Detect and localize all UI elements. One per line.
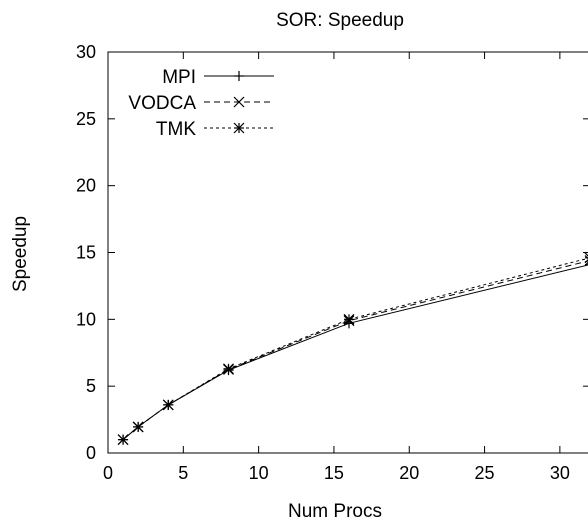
- data-point-tmk-0: [117, 434, 129, 446]
- y-tick-label-6: 30: [76, 42, 96, 62]
- data-point-tmk-3: [223, 363, 234, 375]
- data-point-tmk-5: [584, 252, 588, 264]
- x-tick-label-0: 0: [103, 463, 113, 483]
- legend-label-vodca: VODCA: [128, 93, 196, 114]
- y-tick-label-1: 5: [86, 376, 96, 396]
- y-tick-label-0: 0: [86, 443, 96, 463]
- data-point-tmk-1: [132, 421, 144, 433]
- x-tick-label-5: 25: [475, 463, 495, 483]
- x-tick-label-3: 15: [324, 463, 344, 483]
- chart-title: SOR: Speedup: [276, 10, 404, 31]
- y-tick-label-5: 25: [76, 109, 96, 129]
- series-line-tmk: [122, 257, 588, 440]
- x-tick-label-1: 5: [178, 463, 188, 483]
- y-tick-label-2: 10: [76, 309, 96, 329]
- legend-marker-vodca: [233, 96, 245, 108]
- x-tick-label-4: 20: [399, 463, 419, 483]
- x-axis-label: Num Procs: [288, 501, 382, 522]
- series-line-vodca: [122, 260, 588, 440]
- series-layer: [117, 252, 588, 446]
- legend: MPI VODCA TMK: [128, 67, 274, 140]
- axis-ticks: 0 5 10 15 20 25 30 0 5 10 15 20 25 30: [76, 42, 588, 483]
- legend-marker-mpi: [234, 71, 244, 81]
- data-point-tmk-4: [343, 313, 355, 325]
- legend-marker-tmk: [233, 122, 245, 134]
- legend-label-tmk: TMK: [156, 119, 196, 140]
- data-point-vodca-5: [584, 255, 588, 266]
- y-axis-label: Speedup: [10, 216, 31, 292]
- legend-label-mpi: MPI: [162, 67, 196, 88]
- series-line-mpi: [122, 264, 588, 440]
- data-point-tmk-2: [162, 399, 174, 411]
- y-tick-label-4: 20: [76, 176, 96, 196]
- y-tick-label-3: 15: [76, 243, 96, 263]
- x-tick-label-2: 10: [249, 463, 269, 483]
- x-tick-label-6: 30: [550, 463, 570, 483]
